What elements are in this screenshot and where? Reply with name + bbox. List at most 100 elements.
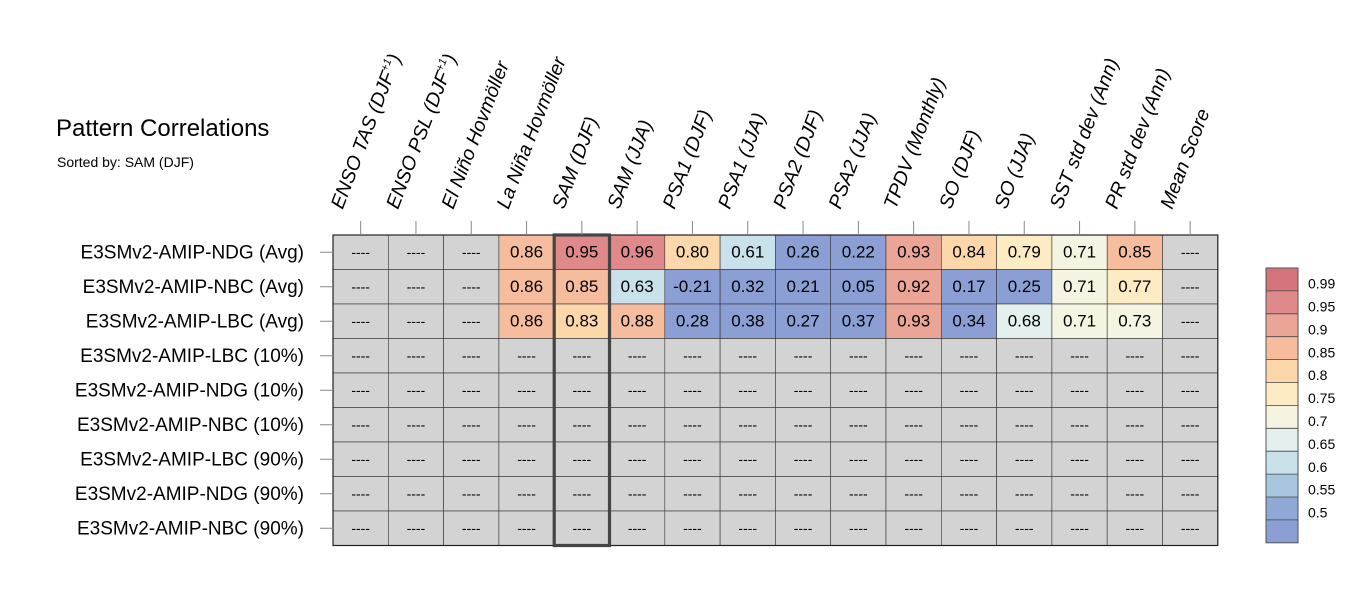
heatmap-cell: [775, 234, 832, 270]
missing-value-label: ----: [683, 485, 702, 501]
missing-value-label: ----: [407, 416, 426, 432]
cell-value-label: 0.27: [787, 312, 820, 331]
heatmap-cell: [719, 338, 776, 374]
colorbar-swatch: [1266, 382, 1298, 406]
heatmap-cell: [775, 510, 832, 546]
cell-value-label: 0.26: [787, 243, 820, 262]
missing-value-label: ----: [904, 347, 923, 363]
missing-value-label: ----: [849, 520, 868, 536]
missing-value-label: ----: [794, 382, 813, 398]
colorbar-level-label: 0.99: [1308, 276, 1335, 292]
missing-value-label: ----: [1070, 485, 1089, 501]
cell-value-label: 0.95: [565, 243, 598, 262]
missing-value-label: ----: [1070, 520, 1089, 536]
missing-value-label: ----: [849, 347, 868, 363]
missing-value-label: ----: [1015, 347, 1034, 363]
missing-value-label: ----: [683, 520, 702, 536]
heatmap-cell: [1106, 372, 1163, 408]
missing-value-label: ----: [517, 451, 536, 467]
missing-value-label: ----: [517, 416, 536, 432]
cell-value-label: 0.32: [731, 277, 764, 296]
colorbar-level-label: 0.9: [1308, 321, 1328, 337]
heatmap-cell: [1162, 441, 1219, 477]
colorbar-swatch: [1266, 268, 1298, 291]
missing-value-label: ----: [407, 278, 426, 294]
heatmap-cell: [775, 407, 832, 443]
colorbar-swatch: [1266, 474, 1298, 497]
missing-value-label: ----: [462, 313, 481, 329]
missing-value-label: ----: [351, 347, 370, 363]
heatmap-cell: [553, 372, 610, 408]
missing-value-label: ----: [407, 451, 426, 467]
column-label: Mean Score: [1156, 106, 1214, 212]
column-label: PSA2 (DJF): [769, 107, 827, 212]
cell-value-label: 0.38: [731, 312, 764, 331]
colorbar-swatch: [1266, 451, 1298, 475]
heatmap-cell: [553, 441, 610, 477]
missing-value-label: ----: [1181, 278, 1200, 294]
cell-value-label: 0.21: [787, 277, 820, 296]
heatmap-cell: [1162, 234, 1219, 270]
heatmap-cell: [498, 303, 555, 339]
missing-value-label: ----: [849, 382, 868, 398]
heatmap-cell: [1051, 476, 1108, 512]
cell-value-label: 0.83: [565, 312, 598, 331]
column-label: PSA2 (JJA): [824, 110, 881, 212]
missing-value-label: ----: [683, 451, 702, 467]
missing-value-label: ----: [351, 451, 370, 467]
colorbar-level-label: 0.7: [1308, 413, 1328, 429]
heatmap-cell: [1106, 269, 1163, 305]
heatmap-cell: [1162, 510, 1219, 546]
heatmap-cell: [609, 269, 666, 305]
heatmap-cell: [443, 303, 500, 339]
missing-value-label: ----: [628, 416, 647, 432]
cell-value-label: 0.85: [565, 277, 598, 296]
cell-value-label: 0.93: [897, 312, 930, 331]
missing-value-label: ----: [1126, 451, 1145, 467]
column-label: SAM (JJA): [603, 117, 657, 212]
heatmap-cell: [498, 441, 555, 477]
heatmap-cell: [553, 407, 610, 443]
missing-value-label: ----: [1181, 244, 1200, 260]
colorbar-swatch: [1266, 497, 1298, 520]
heatmap-cell: [332, 269, 389, 305]
heatmap-cell: [443, 269, 500, 305]
column-label: PSA1 (JJA): [714, 110, 771, 212]
heatmap-cell: [498, 372, 555, 408]
missing-value-label: ----: [794, 416, 813, 432]
heatmap-cell: [1106, 338, 1163, 374]
heatmap-cell: [830, 407, 887, 443]
colorbar-swatch: [1266, 405, 1298, 429]
missing-value-label: ----: [1015, 451, 1034, 467]
missing-value-label: ----: [628, 520, 647, 536]
missing-value-label: ----: [904, 382, 923, 398]
cell-value-label: 0.84: [952, 243, 985, 262]
chart-subtitle: Sorted by: SAM (DJF): [57, 154, 194, 170]
colorbar-swatch: [1266, 313, 1298, 337]
missing-value-label: ----: [904, 451, 923, 467]
missing-value-label: ----: [407, 313, 426, 329]
missing-value-label: ----: [1015, 382, 1034, 398]
cell-value-label: 0.28: [676, 312, 709, 331]
heatmap-cell: [609, 338, 666, 374]
row-label: E3SMv2-AMIP-NBC (Avg): [83, 277, 304, 298]
missing-value-label: ----: [1070, 382, 1089, 398]
heatmap-cell: [1162, 338, 1219, 374]
missing-value-label: ----: [517, 382, 536, 398]
missing-value-label: ----: [462, 244, 481, 260]
missing-value-label: ----: [738, 485, 757, 501]
heatmap-cell: [996, 234, 1053, 270]
colorbar-level-label: 0.65: [1308, 436, 1335, 452]
colorbar-level-label: 0.8: [1308, 367, 1328, 383]
heatmap-cell: [664, 303, 721, 339]
heatmap-cell: [609, 407, 666, 443]
missing-value-label: ----: [351, 416, 370, 432]
chart-title: Pattern Correlations: [56, 115, 269, 142]
missing-value-label: ----: [351, 520, 370, 536]
heatmap-cell: [664, 407, 721, 443]
cell-value-label: 0.73: [1118, 312, 1151, 331]
missing-value-label: ----: [573, 451, 592, 467]
row-label: E3SMv2-AMIP-LBC (10%): [80, 346, 304, 367]
missing-value-label: ----: [1181, 416, 1200, 432]
